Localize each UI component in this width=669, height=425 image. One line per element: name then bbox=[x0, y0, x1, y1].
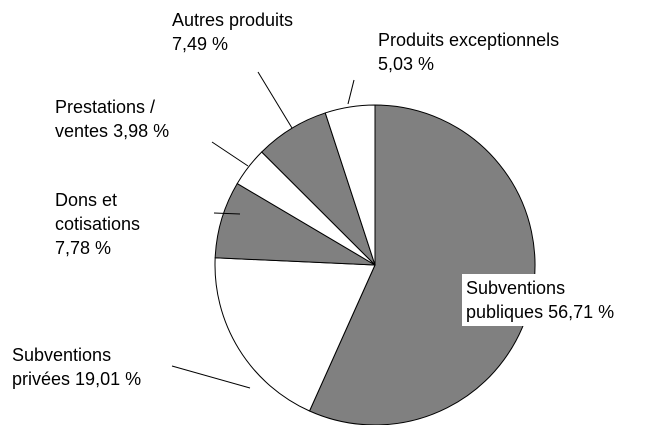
value-label: 5,03 % bbox=[378, 54, 435, 74]
category-label: Produits exceptionnels bbox=[378, 30, 560, 50]
category-label: Autres produits bbox=[172, 10, 294, 30]
category-label: Prestations / ventes bbox=[55, 97, 156, 141]
slice-label: Subventions privées 19,01 % bbox=[12, 343, 172, 391]
slice-label: Prestations / ventes 3,98 % bbox=[55, 95, 205, 143]
value-label: 7,49 % bbox=[172, 34, 229, 54]
category-label: Subventions privées bbox=[12, 345, 112, 389]
value-label: 3,98 % bbox=[113, 121, 170, 141]
leader-line bbox=[257, 71, 293, 129]
slice-label: Autres produits 7,49 % bbox=[172, 8, 332, 56]
leader-line bbox=[347, 79, 355, 105]
value-label: 56,71 % bbox=[548, 302, 615, 322]
category-label: Subventions publiques bbox=[466, 278, 566, 322]
slice-label: Subventions publiques 56,71 % bbox=[462, 274, 648, 326]
value-label: 19,01 % bbox=[75, 369, 142, 389]
category-label: Dons et cotisations bbox=[55, 190, 141, 234]
slice-label: Produits exceptionnels 5,03 % bbox=[378, 28, 598, 76]
pie-slice bbox=[324, 104, 376, 266]
slice-label: Dons et cotisations 7,78 % bbox=[55, 188, 175, 260]
leader-line bbox=[213, 212, 241, 215]
value-label: 7,78 % bbox=[55, 238, 112, 258]
leader-lines bbox=[171, 71, 355, 389]
pie-slice bbox=[214, 257, 376, 412]
slices bbox=[214, 104, 536, 425]
leader-line bbox=[211, 141, 249, 167]
leader-line bbox=[171, 365, 251, 389]
